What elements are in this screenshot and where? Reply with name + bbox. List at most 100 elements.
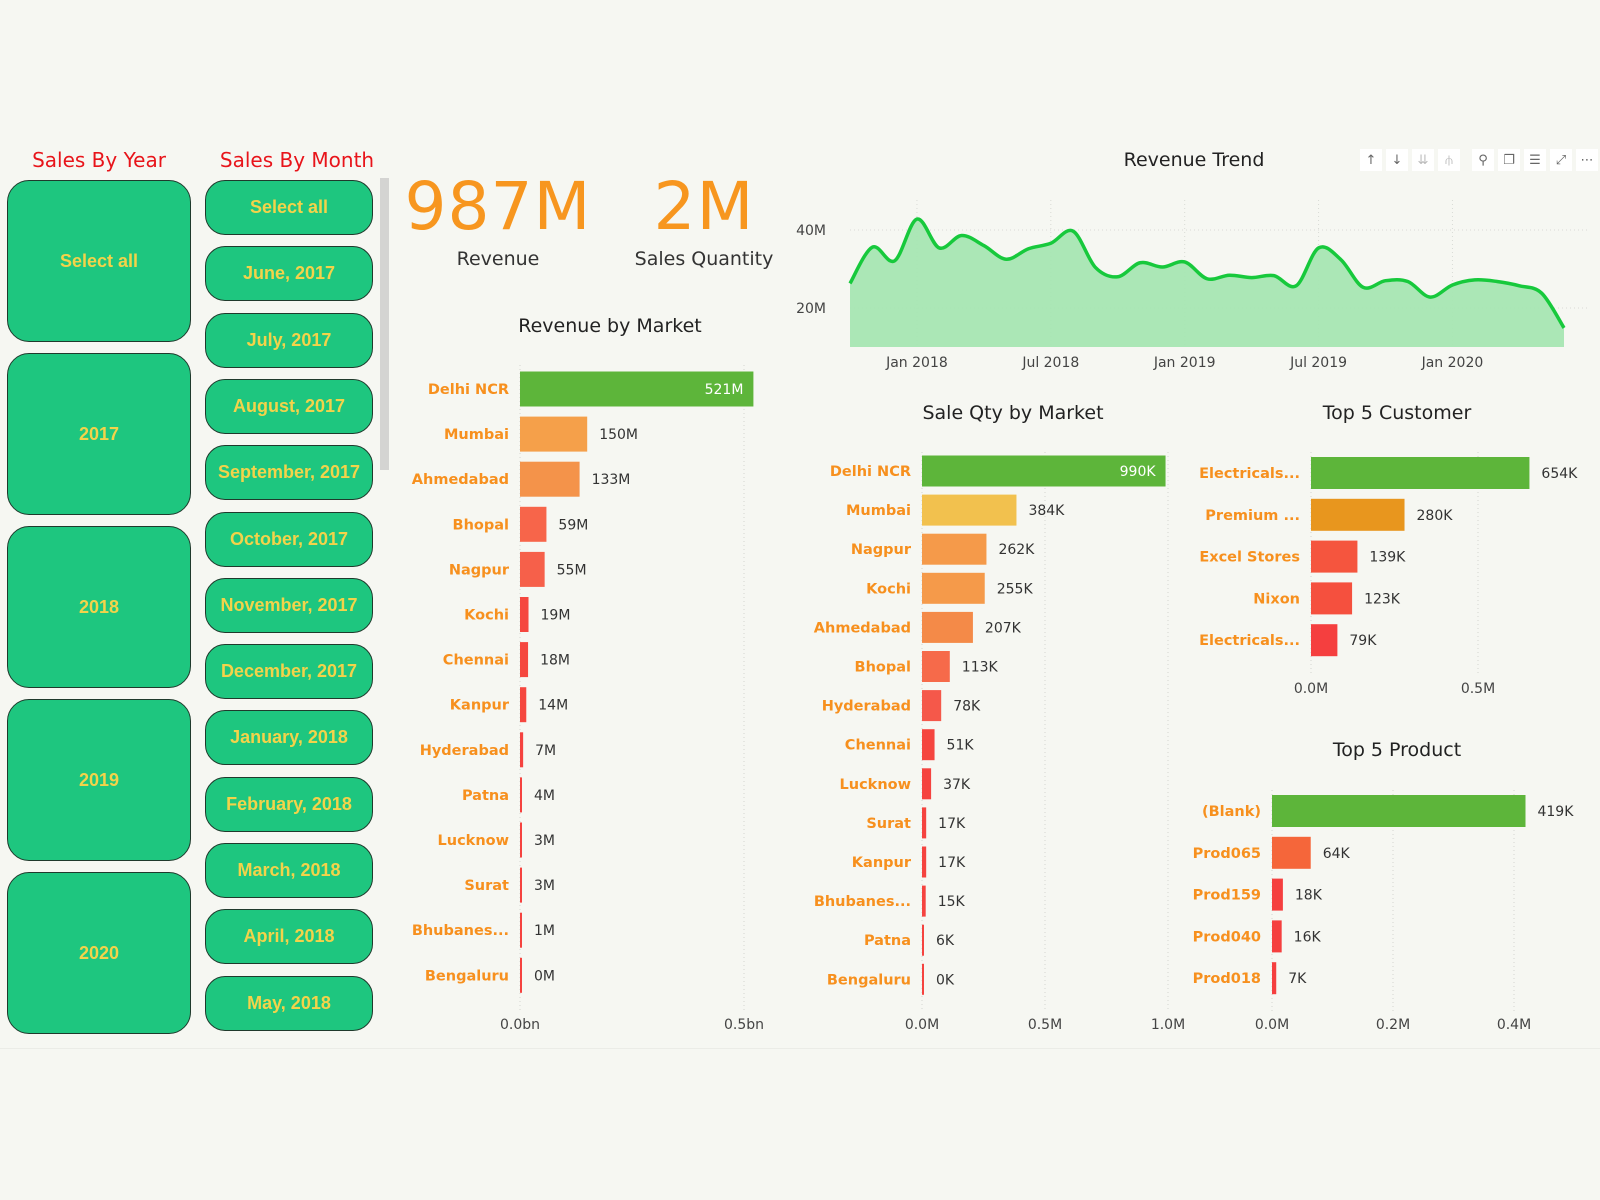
revenue-by-market-bar[interactable] bbox=[520, 957, 522, 993]
trend-point-dec-2018[interactable] bbox=[1157, 262, 1167, 272]
sale-qty-by-market-bar[interactable] bbox=[922, 690, 942, 722]
top-5-customer-bar[interactable] bbox=[1311, 624, 1338, 657]
trend-point-jul-2018[interactable] bbox=[1046, 238, 1056, 248]
trend-point-aug-2019[interactable] bbox=[1336, 255, 1346, 265]
double-arrow-down-icon[interactable]: ⇊ bbox=[1412, 149, 1434, 171]
sale-qty-by-market-bar[interactable] bbox=[922, 455, 1166, 487]
trend-point-apr-2019[interactable] bbox=[1247, 273, 1257, 283]
revenue-by-market-category-label[interactable]: Chennai bbox=[443, 653, 509, 669]
revenue-by-market-category-label[interactable]: Ahmedabad bbox=[412, 472, 509, 488]
month-tile-august-2017[interactable]: August, 2017 bbox=[205, 378, 373, 434]
trend-point-mar-2020[interactable] bbox=[1492, 276, 1502, 286]
trend-point-sep-2018[interactable] bbox=[1090, 262, 1100, 272]
trend-point-apr-2020[interactable] bbox=[1514, 281, 1524, 291]
revenue-by-market-category-label[interactable]: Patna bbox=[462, 788, 509, 804]
sale-qty-by-market-bar[interactable] bbox=[922, 768, 932, 800]
revenue-by-market-bar[interactable] bbox=[520, 777, 522, 813]
revenue-by-market-category-label[interactable]: Mumbai bbox=[444, 427, 509, 443]
trend-point-apr-2018[interactable] bbox=[979, 241, 989, 251]
month-tile-select-all[interactable]: Select all bbox=[205, 180, 373, 235]
top-5-customer-category-label[interactable]: Premium ... bbox=[1205, 508, 1300, 524]
year-tile-2018[interactable]: 2018 bbox=[7, 526, 191, 688]
sale-qty-by-market-category-label[interactable]: Kochi bbox=[866, 581, 911, 597]
sale-qty-by-market-bar[interactable] bbox=[922, 572, 985, 604]
revenue-by-market-bar[interactable] bbox=[520, 597, 529, 632]
trend-point-sep-2019[interactable] bbox=[1358, 282, 1368, 292]
trend-point-dec-2019[interactable] bbox=[1425, 292, 1435, 302]
month-tile-april-2018[interactable]: April, 2018 bbox=[205, 909, 373, 965]
trend-point-aug-2018[interactable] bbox=[1068, 226, 1078, 236]
top-5-product-category-label[interactable]: Prod018 bbox=[1193, 971, 1261, 987]
trend-point-jan-2020[interactable] bbox=[1447, 280, 1457, 290]
sale-qty-by-market-bar[interactable] bbox=[922, 846, 927, 878]
revenue-by-market-category-label[interactable]: Kanpur bbox=[450, 698, 510, 714]
sale-qty-by-market-category-label[interactable]: Delhi NCR bbox=[830, 464, 911, 480]
top-5-product-bar[interactable] bbox=[1272, 795, 1526, 827]
top-5-customer-bar[interactable] bbox=[1311, 540, 1358, 573]
revenue-by-market-category-label[interactable]: Delhi NCR bbox=[428, 382, 509, 398]
sale-qty-by-market-bar[interactable] bbox=[922, 494, 1017, 526]
top-5-product-category-label[interactable]: (Blank) bbox=[1202, 804, 1261, 820]
top-5-product-bar[interactable] bbox=[1272, 878, 1283, 911]
month-tile-june-2017[interactable]: June, 2017 bbox=[205, 246, 373, 302]
top-5-product-bar[interactable] bbox=[1272, 962, 1277, 995]
month-tile-may-2018[interactable]: May, 2018 bbox=[205, 975, 373, 1031]
trend-point-mar-2019[interactable] bbox=[1224, 270, 1234, 280]
revenue-by-market-bar[interactable] bbox=[520, 371, 754, 407]
focus-mode-icon[interactable]: ⤢ bbox=[1550, 149, 1572, 171]
month-tile-march-2018[interactable]: March, 2018 bbox=[205, 843, 373, 898]
trend-point-may-2020[interactable] bbox=[1537, 288, 1547, 298]
more-options-icon[interactable]: ⋯ bbox=[1576, 149, 1598, 171]
trend-point-jun-2019[interactable] bbox=[1291, 281, 1301, 291]
revenue-by-market-bar[interactable] bbox=[520, 912, 522, 948]
trend-line[interactable] bbox=[848, 217, 1566, 329]
year-tile-2020[interactable]: 2020 bbox=[7, 872, 191, 1034]
sale-qty-by-market-category-label[interactable]: Patna bbox=[864, 933, 911, 949]
trend-point-oct-2019[interactable] bbox=[1381, 276, 1391, 286]
trend-point-jan-2018[interactable] bbox=[912, 214, 922, 224]
sale-qty-by-market-category-label[interactable]: Ahmedabad bbox=[814, 620, 911, 636]
trend-point-may-2018[interactable] bbox=[1001, 254, 1011, 264]
revenue-by-market-bar[interactable] bbox=[520, 867, 522, 903]
trend-point-feb-2019[interactable] bbox=[1202, 274, 1212, 284]
revenue-by-market-bar[interactable] bbox=[520, 461, 580, 497]
revenue-by-market-category-label[interactable]: Kochi bbox=[464, 608, 509, 624]
top-5-customer-bar[interactable] bbox=[1311, 457, 1530, 489]
sale-qty-by-market-category-label[interactable]: Bengaluru bbox=[827, 972, 911, 988]
arrow-up-icon[interactable]: ↑ bbox=[1360, 149, 1382, 171]
sale-qty-by-market-bar[interactable] bbox=[922, 924, 924, 956]
trend-point-jun-2018[interactable] bbox=[1024, 244, 1034, 254]
sale-qty-by-market-bar[interactable] bbox=[922, 611, 973, 643]
sale-qty-by-market-category-label[interactable]: Hyderabad bbox=[822, 699, 911, 715]
trend-point-oct-2017[interactable] bbox=[845, 278, 855, 288]
top-5-customer-category-label[interactable]: Electricals... bbox=[1199, 466, 1300, 482]
sale-qty-by-market-category-label[interactable]: Chennai bbox=[845, 738, 911, 754]
sale-qty-by-market-category-label[interactable]: Surat bbox=[866, 816, 911, 832]
top-5-customer-category-label[interactable]: Electricals... bbox=[1199, 633, 1300, 649]
sale-qty-by-market-bar[interactable] bbox=[922, 651, 950, 682]
expand-hierarchy-icon[interactable]: ⫛ bbox=[1438, 149, 1460, 171]
sale-qty-by-market-category-label[interactable]: Kanpur bbox=[852, 855, 912, 871]
year-tile-2017[interactable]: 2017 bbox=[7, 353, 191, 515]
top-5-customer-category-label[interactable]: Nixon bbox=[1253, 591, 1300, 607]
sale-qty-by-market-category-label[interactable]: Lucknow bbox=[840, 777, 911, 793]
year-tile-select-all[interactable]: Select all bbox=[7, 180, 191, 342]
month-tile-november-2017[interactable]: November, 2017 bbox=[205, 577, 373, 633]
month-tile-february-2018[interactable]: February, 2018 bbox=[205, 776, 373, 832]
top-5-customer-bar[interactable] bbox=[1311, 582, 1353, 615]
top-5-product-category-label[interactable]: Prod159 bbox=[1193, 888, 1261, 904]
filter-icon[interactable]: ☰ bbox=[1524, 149, 1546, 171]
sale-qty-by-market-bar[interactable] bbox=[922, 963, 924, 995]
pin-icon[interactable]: ⚲ bbox=[1472, 149, 1494, 171]
revenue-by-market-bar[interactable] bbox=[520, 822, 522, 858]
month-tile-december-2017[interactable]: December, 2017 bbox=[205, 644, 373, 700]
sale-qty-by-market-category-label[interactable]: Nagpur bbox=[851, 542, 912, 558]
sale-qty-by-market-bar[interactable] bbox=[922, 885, 926, 917]
year-tile-2019[interactable]: 2019 bbox=[7, 699, 191, 861]
trend-point-feb-2020[interactable] bbox=[1470, 275, 1480, 285]
revenue-by-market-category-label[interactable]: Bhubanes... bbox=[412, 923, 509, 939]
sale-qty-by-market-category-label[interactable]: Bhubanes... bbox=[814, 894, 911, 910]
top-5-customer-bar[interactable] bbox=[1311, 498, 1405, 531]
trend-point-nov-2018[interactable] bbox=[1135, 258, 1145, 268]
revenue-by-market-bar[interactable] bbox=[520, 551, 545, 587]
